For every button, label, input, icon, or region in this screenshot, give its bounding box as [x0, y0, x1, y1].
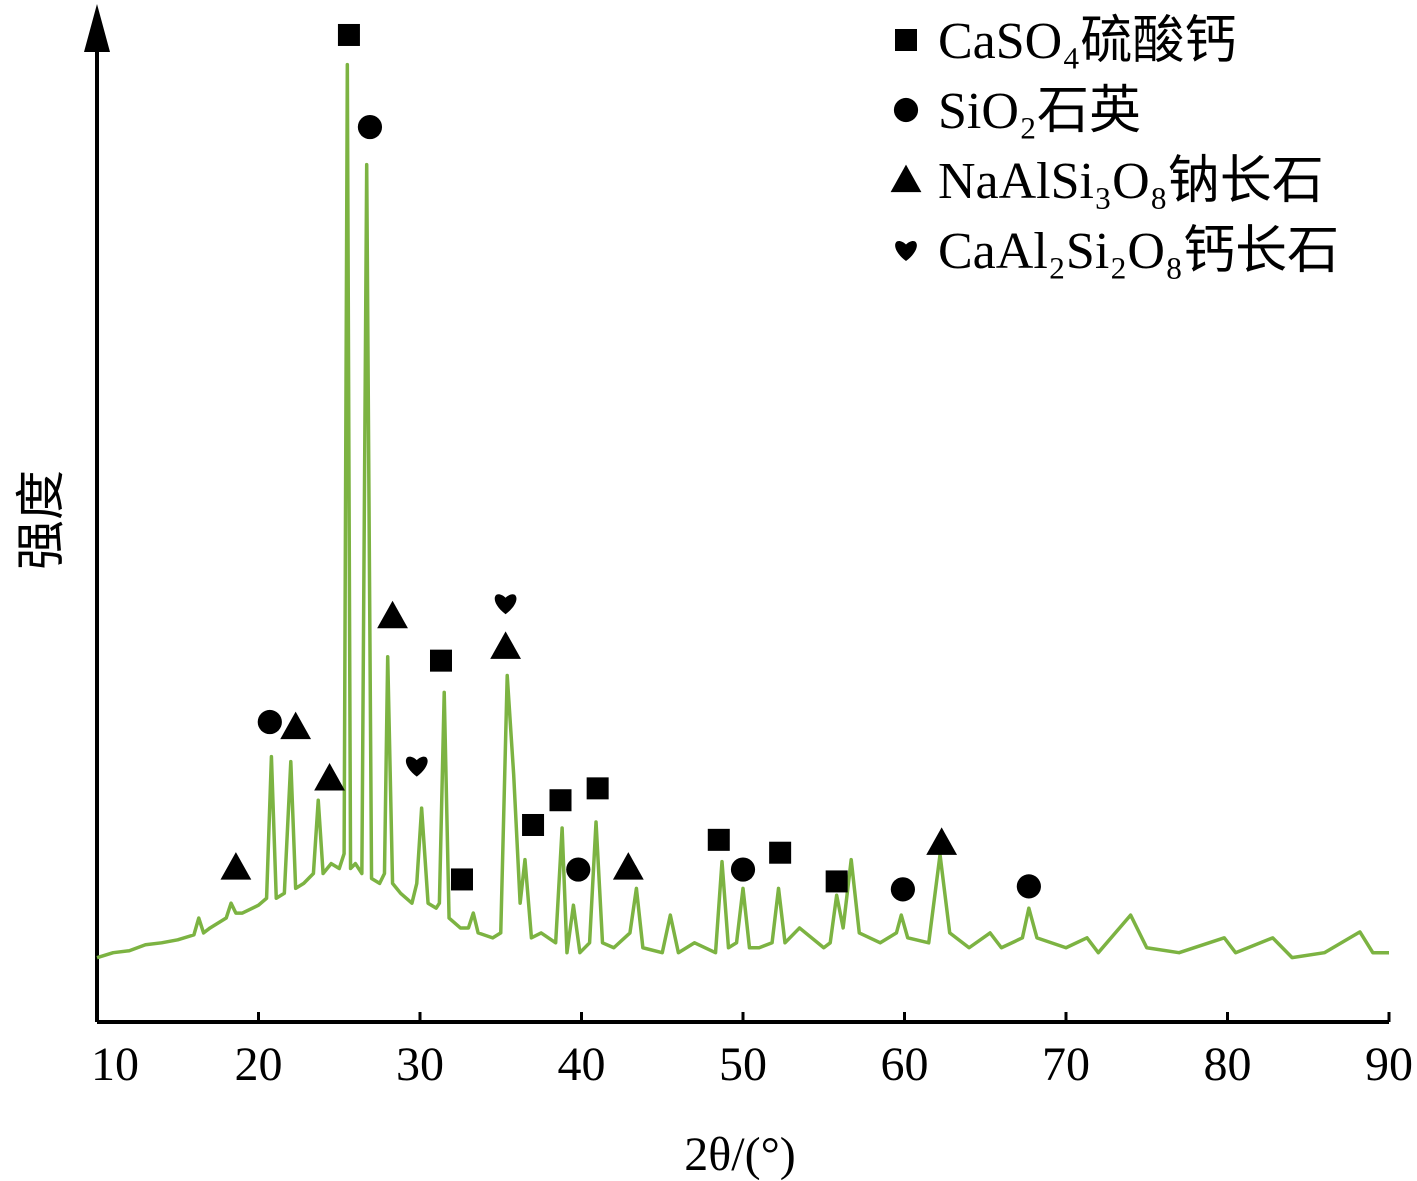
marker-triangle: [926, 827, 958, 855]
y-axis-label: 强度: [13, 470, 69, 570]
legend-label: SiO₂石英: [938, 83, 1141, 140]
marker-triangle: [314, 763, 345, 791]
marker-triangle: [890, 164, 922, 193]
marker-triangle: [377, 600, 408, 629]
marker-triangle: [220, 852, 252, 880]
marker-triangle: [490, 631, 521, 659]
legend-label: CaAl₂Si₂O₈钙长石: [938, 223, 1339, 280]
marker-triangle: [612, 852, 644, 880]
x-axis-label: 2θ/(°): [684, 1128, 796, 1181]
marker-circle: [890, 877, 915, 902]
marker-heart: [895, 241, 917, 261]
x-tick-label: 80: [1204, 1038, 1252, 1091]
y-axis-arrow: [84, 4, 110, 52]
marker-heart: [405, 756, 428, 777]
legend-label: CaSO₄硫酸钙: [938, 13, 1236, 70]
x-tick-label: 20: [235, 1038, 283, 1091]
x-tick-label: 40: [558, 1038, 606, 1091]
legend-label: NaAlSi₃O₈钠长石: [938, 153, 1324, 210]
marker-square: [337, 23, 360, 46]
xrd-line: [96, 62, 1389, 960]
marker-square: [707, 828, 730, 851]
x-tick-label: 90: [1365, 1038, 1413, 1091]
marker-circle: [566, 857, 591, 882]
x-tick-label: 60: [881, 1038, 929, 1091]
x-tick-label: 70: [1042, 1038, 1090, 1091]
marker-circle: [1016, 874, 1041, 899]
marker-square: [549, 789, 572, 812]
marker-heart: [494, 594, 517, 615]
marker-circle: [730, 857, 756, 882]
x-tick-label: 10: [91, 1038, 139, 1091]
marker-square: [586, 777, 609, 800]
marker-square: [825, 870, 848, 893]
marker-circle: [257, 709, 282, 735]
marker-circle: [893, 97, 919, 123]
marker-triangle: [280, 711, 312, 740]
marker-square: [769, 841, 792, 864]
marker-square: [522, 813, 545, 836]
marker-circle: [357, 114, 383, 140]
x-tick-label: 50: [719, 1038, 767, 1091]
marker-square: [895, 29, 917, 51]
marker-square: [429, 649, 452, 672]
marker-square: [450, 868, 473, 891]
x-tick-label: 30: [396, 1038, 444, 1091]
